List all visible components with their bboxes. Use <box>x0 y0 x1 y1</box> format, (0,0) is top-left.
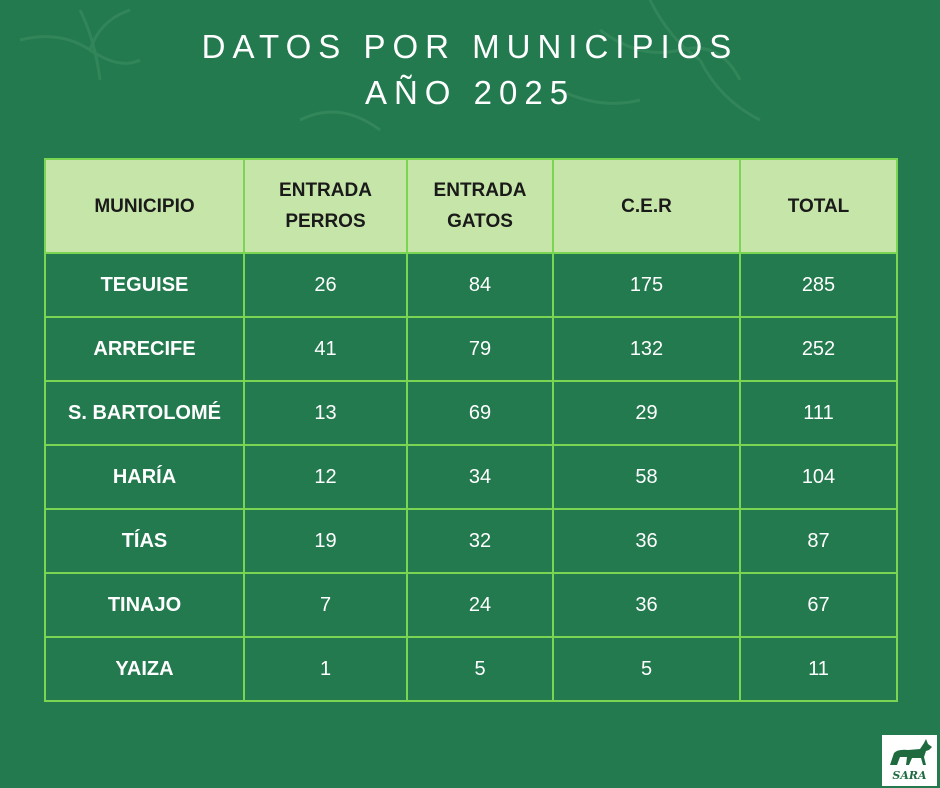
cell-entrada-perros: 26 <box>243 252 408 318</box>
cell-municipio: TEGUISE <box>44 252 245 318</box>
cell-entrada-perros: 19 <box>243 508 408 574</box>
cell-cer: 36 <box>552 572 741 638</box>
cell-total: 11 <box>739 636 898 702</box>
cell-entrada-gatos: 24 <box>406 572 554 638</box>
cell-cer: 29 <box>552 380 741 446</box>
cell-municipio: S. BARTOLOMÉ <box>44 380 245 446</box>
table-row: ARRECIFE 41 79 132 252 <box>44 316 898 382</box>
cell-entrada-perros: 1 <box>243 636 408 702</box>
cell-entrada-gatos: 32 <box>406 508 554 574</box>
logo-text: SARA <box>892 769 927 782</box>
cell-municipio: ARRECIFE <box>44 316 245 382</box>
cell-municipio: YAIZA <box>44 636 245 702</box>
cell-total: 104 <box>739 444 898 510</box>
cell-total: 285 <box>739 252 898 318</box>
cell-entrada-perros: 41 <box>243 316 408 382</box>
cell-cer: 132 <box>552 316 741 382</box>
cell-entrada-gatos: 79 <box>406 316 554 382</box>
cell-entrada-gatos: 5 <box>406 636 554 702</box>
cell-total: 87 <box>739 508 898 574</box>
header-entrada-gatos: ENTRADA GATOS <box>406 158 554 254</box>
table-row: S. BARTOLOMÉ 13 69 29 111 <box>44 380 898 446</box>
cell-entrada-gatos: 34 <box>406 444 554 510</box>
table-header-row: MUNICIPIO ENTRADA PERROS ENTRADA GATOS C.E… <box>44 158 898 254</box>
cell-total: 111 <box>739 380 898 446</box>
sara-logo: SARA <box>882 735 937 786</box>
cell-entrada-perros: 13 <box>243 380 408 446</box>
cell-total: 67 <box>739 572 898 638</box>
table-row: TÍAS 19 32 36 87 <box>44 508 898 574</box>
cell-municipio: TÍAS <box>44 508 245 574</box>
table-row: YAIZA 1 5 5 11 <box>44 636 898 702</box>
cell-cer: 58 <box>552 444 741 510</box>
table-row: TINAJO 7 24 36 67 <box>44 572 898 638</box>
cell-entrada-gatos: 69 <box>406 380 554 446</box>
dog-icon <box>890 739 932 765</box>
cell-cer: 5 <box>552 636 741 702</box>
header-cer: C.E.R <box>552 158 741 254</box>
header-total: TOTAL <box>739 158 898 254</box>
page-title: DATOS POR MUNICIPIOS <box>201 28 739 65</box>
cell-cer: 36 <box>552 508 741 574</box>
cell-entrada-perros: 12 <box>243 444 408 510</box>
cell-municipio: TINAJO <box>44 572 245 638</box>
cell-entrada-gatos: 84 <box>406 252 554 318</box>
cell-total: 252 <box>739 316 898 382</box>
header-entrada-perros: ENTRADA PERROS <box>243 158 408 254</box>
table-row: TEGUISE 26 84 175 285 <box>44 252 898 318</box>
table-row: HARÍA 12 34 58 104 <box>44 444 898 510</box>
cell-municipio: HARÍA <box>44 444 245 510</box>
municipios-table: MUNICIPIO ENTRADA PERROS ENTRADA GATOS C.E… <box>44 158 898 702</box>
cell-cer: 175 <box>552 252 741 318</box>
page-subtitle-year: AÑO 2025 <box>364 74 576 111</box>
header-municipio: MUNICIPIO <box>44 158 245 254</box>
cell-entrada-perros: 7 <box>243 572 408 638</box>
